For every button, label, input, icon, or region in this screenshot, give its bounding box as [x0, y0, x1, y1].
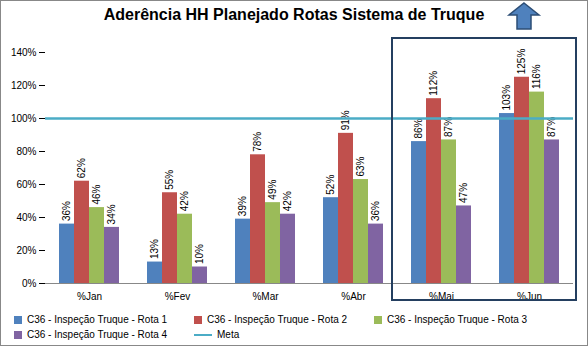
- svg-text:49%: 49%: [267, 180, 278, 200]
- svg-text:125%: 125%: [516, 49, 527, 75]
- html-text:C36 - Inspeção Truque - Rota 3: C36 - Inspeção Truque - Rota 3: [387, 314, 528, 325]
- html-text:Aderência HH Planejado Rotas S: Aderência HH Planejado Rotas Sistema de …: [103, 6, 485, 23]
- svg-text:63%: 63%: [355, 156, 366, 176]
- svg-text:60%: 60%: [16, 179, 36, 190]
- svg-text:10%: 10%: [194, 244, 205, 264]
- svg-text:52%: 52%: [325, 175, 336, 195]
- svg-text:47%: 47%: [458, 183, 469, 203]
- svg-text:78%: 78%: [252, 132, 263, 152]
- html-text:Meta: Meta: [217, 329, 240, 340]
- svg-text:103%: 103%: [501, 85, 512, 111]
- svg-text:86%: 86%: [413, 118, 424, 138]
- svg-text:140%: 140%: [11, 47, 37, 58]
- svg-text:%Mai: %Mai: [429, 290, 454, 302]
- svg-text:20%: 20%: [16, 245, 36, 256]
- svg-text:39%: 39%: [237, 196, 248, 216]
- svg-text:62%: 62%: [76, 158, 87, 178]
- svg-text:%Abr: %Abr: [341, 291, 366, 302]
- html-text:C36 - Inspeção Truque - Rota 1: C36 - Inspeção Truque - Rota 1: [27, 314, 168, 325]
- svg-text:120%: 120%: [11, 80, 37, 91]
- svg-text:112%: 112%: [428, 71, 439, 96]
- svg-text:36%: 36%: [370, 201, 381, 221]
- svg-text:%Fev: %Fev: [165, 291, 191, 302]
- svg-text:91%: 91%: [340, 110, 351, 130]
- svg-text:87%: 87%: [546, 117, 557, 137]
- svg-text:%Jan: %Jan: [77, 291, 102, 302]
- svg-text:55%: 55%: [164, 170, 175, 190]
- svg-text:46%: 46%: [91, 184, 102, 204]
- svg-text:42%: 42%: [282, 191, 293, 211]
- html-text:C36 - Inspeção Truque - Rota 2: C36 - Inspeção Truque - Rota 2: [207, 314, 348, 325]
- svg-text:116%: 116%: [531, 64, 542, 89]
- svg-text:42%: 42%: [179, 191, 190, 211]
- html-text:C36 - Inspeção Truque - Rota 4: C36 - Inspeção Truque - Rota 4: [27, 329, 168, 340]
- svg-text:100%: 100%: [11, 113, 37, 124]
- svg-text:34%: 34%: [106, 204, 117, 224]
- svg-text:0%: 0%: [22, 278, 37, 289]
- svg-text:36%: 36%: [61, 201, 72, 221]
- svg-text:40%: 40%: [16, 212, 36, 223]
- svg-text:%Jun: %Jun: [517, 290, 542, 302]
- svg-text:87%: 87%: [443, 117, 454, 137]
- svg-text:13%: 13%: [149, 239, 160, 259]
- svg-text:80%: 80%: [16, 146, 36, 157]
- svg-text:%Mar: %Mar: [252, 291, 279, 302]
